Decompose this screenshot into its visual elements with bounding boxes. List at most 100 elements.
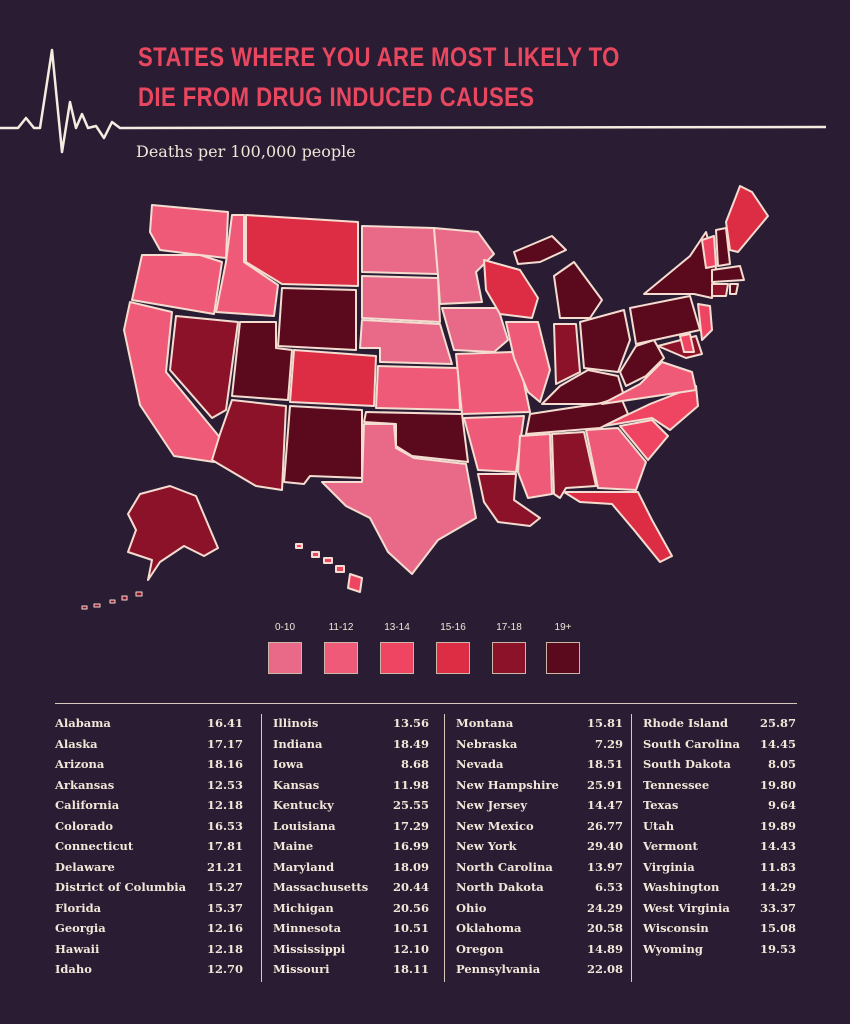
map-iowa <box>441 307 509 353</box>
column-divider <box>261 714 262 982</box>
map-maine <box>725 185 769 253</box>
state-name: Florida <box>55 900 102 915</box>
map-montana <box>245 214 359 287</box>
map-alabama <box>551 431 597 499</box>
table-row: Nebraska 7.29 <box>456 737 623 758</box>
state-value: 24.29 <box>586 900 623 915</box>
title-line-1: STATES WHERE YOU ARE MOST LIKELY TO <box>138 42 620 72</box>
heartbeat-line-icon <box>0 48 827 154</box>
table-row: Ohio 24.29 <box>456 901 623 922</box>
state-name: Maine <box>273 839 314 853</box>
state-name: Georgia <box>55 921 106 935</box>
map-florida <box>563 491 673 563</box>
state-name: Hawaii <box>55 941 100 956</box>
state-value: 17.81 <box>206 839 243 853</box>
table-row: Maine 16.99 <box>273 839 429 860</box>
state-value: 12.10 <box>392 941 429 956</box>
table-row: Wisconsin 15.08 <box>643 921 796 942</box>
state-value: 18.11 <box>392 962 429 976</box>
state-name: Virginia <box>643 859 695 874</box>
state-name: Oregon <box>456 941 504 956</box>
state-value: 33.37 <box>759 900 796 915</box>
map-wisconsin <box>483 259 539 319</box>
state-name: Wyoming <box>643 941 703 956</box>
legend-label: 19+ <box>554 622 572 633</box>
state-name: Connecticut <box>55 839 134 853</box>
table-row: Virginia 11.83 <box>643 860 796 881</box>
state-value: 15.08 <box>759 921 796 935</box>
map-colorado <box>289 349 377 407</box>
state-value: 14.43 <box>759 839 796 853</box>
map-mississippi <box>517 433 553 499</box>
state-value: 25.91 <box>586 777 623 792</box>
legend-swatch <box>492 642 526 674</box>
map-alaska <box>127 485 219 581</box>
state-name: Arizona <box>55 757 105 771</box>
state-value: 18.51 <box>586 757 623 771</box>
table-row: New York 29.40 <box>456 839 623 860</box>
table-row: Oregon 14.89 <box>456 942 623 963</box>
state-value: 16.99 <box>392 839 429 853</box>
map-texas <box>321 423 477 575</box>
state-value: 13.97 <box>586 859 623 874</box>
legend-swatch <box>268 642 302 674</box>
map-south-dakota <box>361 275 441 323</box>
table-row: Indiana 18.49 <box>273 737 429 758</box>
state-value: 19.80 <box>759 777 796 792</box>
map-idaho <box>215 214 279 317</box>
map-north-carolina <box>603 385 699 431</box>
state-name: Illinois <box>273 716 319 730</box>
state-name: Oklahoma <box>456 921 522 935</box>
table-row: Florida 15.37 <box>55 901 243 922</box>
state-name: Ohio <box>456 900 487 915</box>
map-utah <box>231 321 293 401</box>
map-oregon <box>131 254 223 315</box>
state-name: Rhode Island <box>643 716 729 730</box>
map-michigan <box>513 235 567 265</box>
table-row: Iowa 8.68 <box>273 757 429 778</box>
map-west-virginia <box>619 339 665 387</box>
table-row: Washington 14.29 <box>643 880 796 901</box>
state-name: New Hampshire <box>456 777 559 792</box>
map-illinois <box>505 321 551 403</box>
state-value: 16.41 <box>206 716 243 730</box>
table-row: Vermont 14.43 <box>643 839 796 860</box>
state-name: Nevada <box>456 757 504 771</box>
map-delaware <box>679 333 695 353</box>
map-kansas <box>375 365 461 411</box>
subtitle: Deaths per 100,000 people <box>136 142 356 161</box>
state-value: 9.64 <box>767 798 796 812</box>
state-value: 26.77 <box>586 818 623 833</box>
map-washington <box>149 204 229 259</box>
state-value: 13.56 <box>392 716 429 730</box>
table-row: North Dakota 6.53 <box>456 880 623 901</box>
table-row: Missouri 18.11 <box>273 962 429 983</box>
state-name: West Virginia <box>643 900 730 915</box>
state-name: New Jersey <box>456 798 528 812</box>
state-value: 18.16 <box>206 757 243 771</box>
legend-label: 15-16 <box>440 622 466 633</box>
state-value: 12.18 <box>206 798 243 812</box>
state-value: 7.29 <box>594 736 623 751</box>
state-name: South Carolina <box>643 736 740 751</box>
table-row: Delaware 21.21 <box>55 860 243 881</box>
table-row: South Dakota 8.05 <box>643 757 796 778</box>
map-arkansas <box>463 415 525 473</box>
legend-label: 0-10 <box>274 622 295 633</box>
map-michigan-lower <box>553 261 603 319</box>
table-row: Utah 19.89 <box>643 819 796 840</box>
map-vermont <box>701 235 717 269</box>
map-virginia <box>601 361 697 405</box>
map-new-hampshire <box>715 227 731 267</box>
state-value: 11.83 <box>759 859 796 874</box>
state-name: Alaska <box>55 736 98 751</box>
column-divider <box>631 714 632 982</box>
state-value: 21.21 <box>206 859 243 874</box>
map-south-carolina <box>619 419 669 461</box>
state-name: Pennsylvania <box>456 962 541 976</box>
table-row: Maryland 18.09 <box>273 860 429 881</box>
state-name: District of Columbia <box>55 880 187 894</box>
state-value: 12.18 <box>206 941 243 956</box>
table-row: Alaska 17.17 <box>55 737 243 758</box>
legend-swatch <box>436 642 470 674</box>
